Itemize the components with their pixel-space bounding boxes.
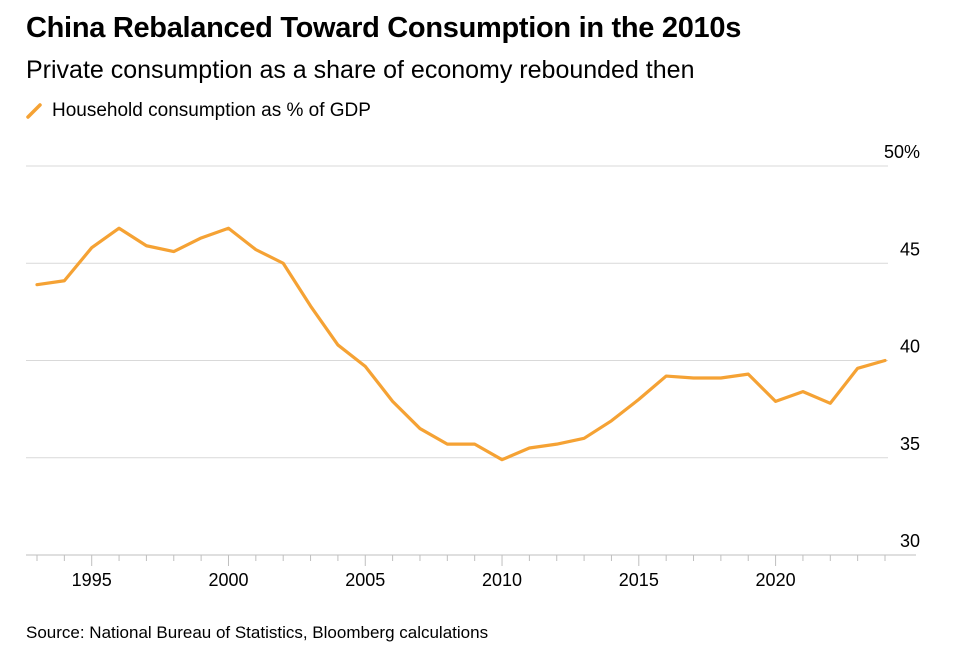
series-line-0 [35,226,887,462]
x-axis: 1995 2000 2005 2010 2015 2020 [26,554,916,590]
data-point-2020 [774,400,777,403]
data-point-2000 [227,227,230,230]
data-point-1996 [117,227,120,230]
data-point-1993 [35,283,38,286]
data-point-2003 [309,304,312,307]
data-point-2006 [391,400,394,403]
x-tick-label-2015: 2015 [619,570,659,590]
data-point-1998 [172,250,175,253]
legend: Household consumption as % of GDP [26,98,371,124]
x-tick-label-2000: 2000 [208,570,248,590]
data-point-2019 [747,373,750,376]
data-point-2016 [665,374,668,377]
x-tick-label-2020: 2020 [756,570,796,590]
y-axis-ticks: 30 35 40 45 50% [884,142,920,551]
chart-subtitle: Private consumption as a share of econom… [26,56,695,84]
series-layer [35,226,887,462]
y-tick-label-30: 30 [900,531,920,551]
data-point-1995 [90,246,93,249]
gridlines [26,165,888,459]
data-point-2004 [336,343,339,346]
y-tick-label-40: 40 [900,337,920,357]
data-point-2012 [555,443,558,446]
y-tick-label-45: 45 [900,239,920,259]
data-point-2005 [364,365,367,368]
data-point-2022 [829,402,832,405]
chart-title: China Rebalanced Toward Consumption in t… [26,12,742,44]
data-point-2011 [528,446,531,449]
data-point-1997 [145,244,148,247]
x-tick-label-1995: 1995 [72,570,112,590]
data-point-2017 [692,376,695,379]
data-point-2024 [883,359,886,362]
legend-line-icon [26,103,42,119]
x-tick-label-2005: 2005 [345,570,385,590]
data-point-2007 [418,427,421,430]
data-point-2021 [801,390,804,393]
data-point-2015 [637,398,640,401]
data-point-1999 [200,236,203,239]
x-tick-label-2010: 2010 [482,570,522,590]
data-point-2008 [446,443,449,446]
data-point-2001 [254,248,257,251]
data-point-2023 [856,367,859,370]
y-tick-label-35: 35 [900,434,920,454]
data-point-2014 [610,419,613,422]
data-point-2002 [282,262,285,265]
y-tick-label-50: 50% [884,142,920,162]
data-point-2018 [719,376,722,379]
data-point-2013 [582,437,585,440]
data-point-2010 [500,458,503,461]
source-note: Source: National Bureau of Statistics, B… [26,623,489,642]
data-point-2009 [473,443,476,446]
data-point-1994 [63,279,66,282]
legend-label: Household consumption as % of GDP [52,100,371,121]
